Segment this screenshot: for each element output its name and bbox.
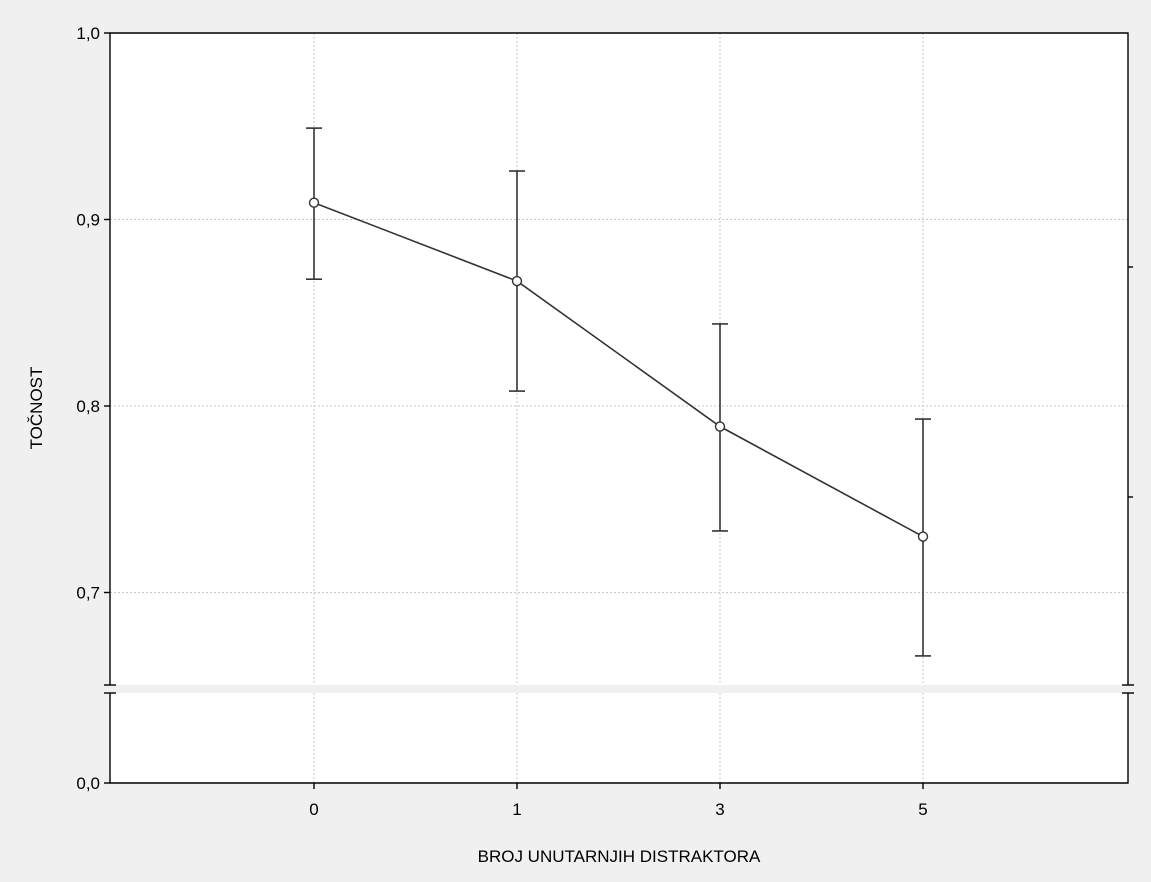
y-tick-label-4: 0,0 xyxy=(76,774,100,793)
y-tick-label-0: 1,0 xyxy=(76,24,100,43)
data-point-1 xyxy=(511,275,523,287)
plot-frame xyxy=(104,32,1134,784)
y-tick-label-3: 0,7 xyxy=(76,584,100,603)
x-tick-label-1: 1 xyxy=(512,800,521,819)
frame-upper xyxy=(109,32,1129,685)
x-axis-title: BROJ UNUTARNJIH DISTRAKTORA xyxy=(478,847,761,866)
y-axis-title: TOČNOST xyxy=(27,367,46,450)
axis-ticks xyxy=(104,32,1133,789)
x-tick-label-3: 5 xyxy=(918,800,927,819)
plot-area-upper xyxy=(110,33,1128,685)
x-tick-label-0: 0 xyxy=(309,800,318,819)
y-tick-label-1: 0,9 xyxy=(76,211,100,230)
series-line xyxy=(313,201,924,538)
plot-area-lower xyxy=(110,693,1128,783)
x-tick-label-2: 3 xyxy=(715,800,724,819)
series-line-group xyxy=(313,201,924,538)
data-point-2 xyxy=(714,421,726,432)
tick-labels: 1,0 0,9 0,8 0,7 0,0 0 1 3 5 xyxy=(76,24,927,819)
data-point-0 xyxy=(308,197,320,208)
data-points xyxy=(308,197,929,542)
grid-lines xyxy=(110,33,1128,783)
frame-lower xyxy=(109,693,1129,784)
y-tick-label-2: 0,8 xyxy=(76,397,100,416)
axis-break-band xyxy=(108,685,1130,693)
data-point-3 xyxy=(917,531,929,542)
